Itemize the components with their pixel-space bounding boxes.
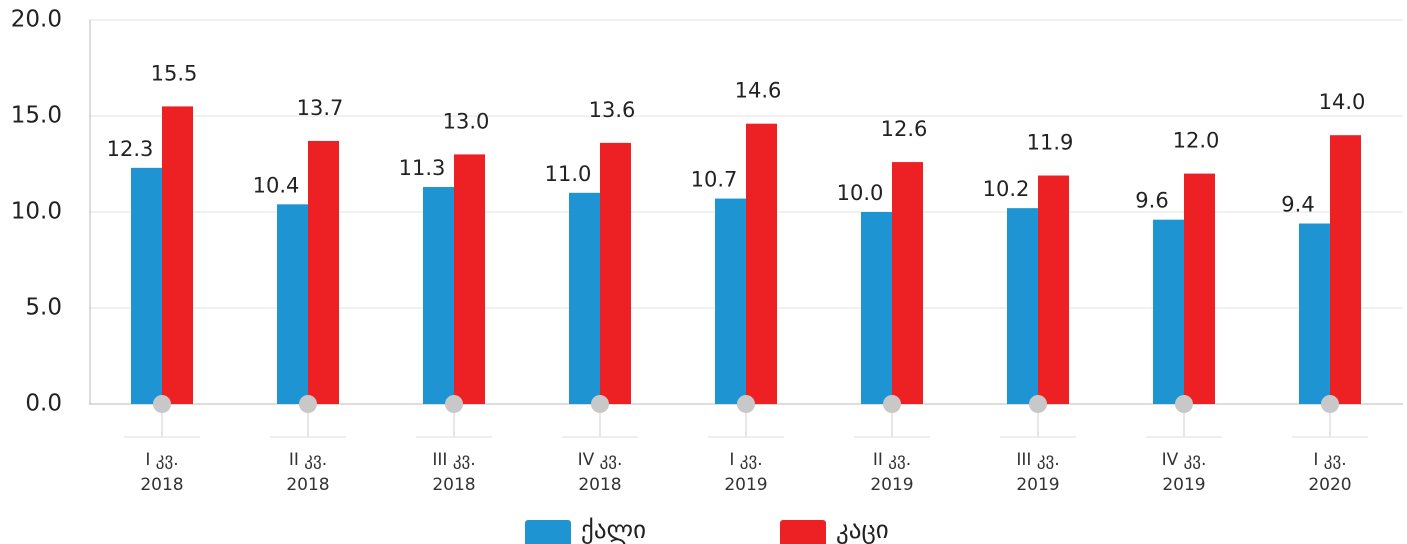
x-tick-label: III კვ. 2019 [1016,450,1059,495]
bar [1153,219,1184,404]
x-tick-line: IV კვ. [578,450,623,470]
bar [1299,223,1330,404]
data-label: 9.4 [1281,193,1314,217]
tick-dot [737,395,755,413]
data-label: 9.6 [1135,189,1168,213]
x-tick-line: 2018 [140,475,183,495]
data-label: 13.6 [589,98,636,122]
data-label: 10.4 [253,173,300,197]
y-tick-label: 20.0 [11,7,62,33]
data-label: 10.2 [983,177,1030,201]
data-label: 14.0 [1319,90,1366,114]
x-tick-label: IV კვ. 2018 [578,450,623,495]
x-tick-line: 2018 [578,475,621,495]
bar [746,123,777,405]
data-label: 13.0 [443,109,490,133]
bar [892,162,923,404]
tick-dot [591,395,609,413]
x-tick-line: 2019 [724,475,767,495]
x-tick-line: 2020 [1308,475,1351,495]
x-tick-label: I კვ. 2020 [1308,450,1351,495]
bar [600,142,631,404]
y-tick-label: 0.0 [25,391,62,417]
x-tick-label: I კვ. 2018 [140,450,183,495]
data-label: 13.7 [297,96,344,120]
bar [1330,135,1361,404]
x-tick-line: III კვ. [432,450,475,470]
data-label: 11.9 [1027,131,1074,155]
tick-dot [883,395,901,413]
bar [454,154,485,404]
bar [308,140,339,404]
data-label: 10.0 [837,181,884,205]
x-tick-line: 2019 [1016,475,1059,495]
data-label: 11.0 [545,162,592,186]
x-tick-label: II კვ. 2019 [870,450,913,495]
bar [1007,208,1038,404]
x-tick-label: III კვ. 2018 [432,450,475,495]
x-tick-line: 2019 [870,475,913,495]
x-tick-line: I კვ. [145,450,178,470]
data-label: 12.6 [881,117,928,141]
tick-dot [1029,395,1047,413]
tick-dot [153,395,171,413]
legend-label: ქალი [581,515,646,544]
bar [277,204,308,404]
data-label: 10.7 [691,168,738,192]
bar [423,187,454,404]
x-tick-line: III კვ. [1016,450,1059,470]
tick-dot [445,395,463,413]
x-tick-line: II კვ. [289,450,327,470]
x-tick-label: II კვ. 2018 [286,450,329,495]
bar [131,167,162,404]
data-label: 14.6 [735,79,782,103]
bar [1184,173,1215,404]
tick-dot [1321,395,1339,413]
legend-label: კაცი [836,515,889,544]
legend-swatch [780,520,826,544]
x-tick-line: IV კვ. [1162,450,1207,470]
data-label: 12.0 [1173,129,1220,153]
x-tick-line: I კვ. [729,450,762,470]
legend-swatch [525,520,571,544]
x-tick-line: I კვ. [1313,450,1346,470]
y-tick-label: 10.0 [11,199,62,225]
bar [715,198,746,404]
data-label: 12.3 [107,137,154,161]
x-tick-line: 2019 [1162,475,1205,495]
y-tick-label: 5.0 [25,295,62,321]
x-tick-label: I კვ. 2019 [724,450,767,495]
x-tick-label: IV კვ. 2019 [1162,450,1207,495]
data-label: 15.5 [151,61,198,85]
x-tick-line: 2018 [286,475,329,495]
tick-dot [1175,395,1193,413]
y-tick-label: 15.0 [11,103,62,129]
x-tick-line: 2018 [432,475,475,495]
bar [162,106,193,405]
tick-dot [299,395,317,413]
data-label: 11.3 [399,156,446,180]
bar [861,212,892,404]
bar [1038,175,1069,404]
x-tick-line: II კვ. [873,450,911,470]
bar [569,192,600,404]
